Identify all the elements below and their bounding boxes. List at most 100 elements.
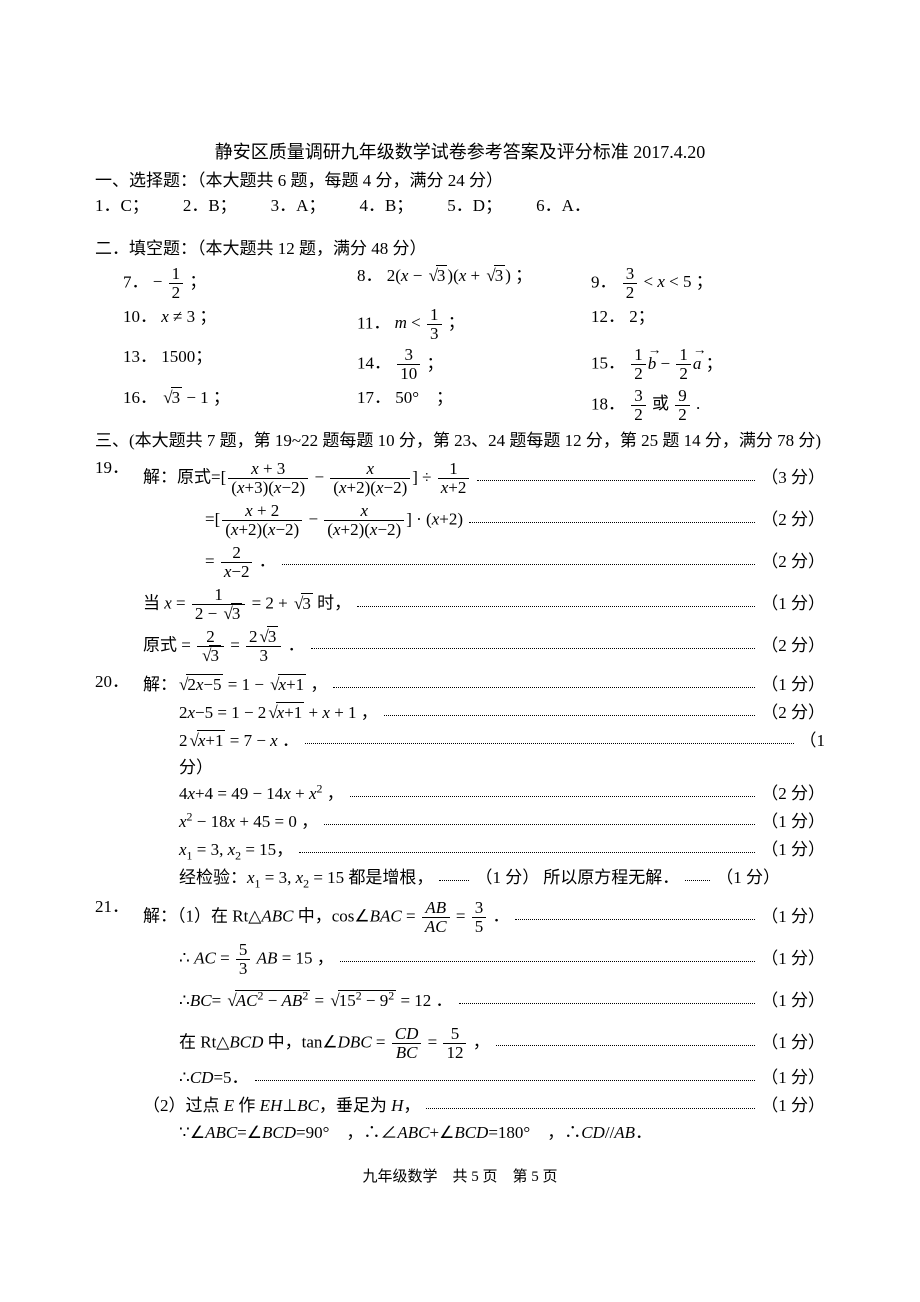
q21-zhong: 中， <box>294 907 332 926</box>
q20-lead: 解： <box>143 675 177 694</box>
q20-step7-mid-points: （1 分） <box>475 867 539 890</box>
q20-step2-points: （2 分） <box>761 702 825 725</box>
q19-step4-points: （1 分） <box>761 593 825 616</box>
q8-value: 2(x − 3)(x + 3) ； <box>387 266 532 285</box>
multiple-choice-answers: 1．C； 2．B； 3．A； 4．B； 5．D； 6．A． <box>95 195 825 218</box>
fill-blank-row-4: 16． 3 − 1 ； 17． 50° ； 18． 32 或 92 . <box>95 387 825 424</box>
q20-step6: x1 = 3, x2 = 15， （1 分） <box>143 838 825 864</box>
answer-15: 15． 12b − 12a ； <box>591 346 825 383</box>
page-footer: 九年级数学 共 5 页 第 5 页 <box>0 1167 920 1187</box>
q11-value: m < 13 ； <box>395 313 465 332</box>
q20-step7-b: 都是增根， <box>348 868 433 887</box>
q19-body: 解：原式=[x + 3(x+3)(x−2) − x(x+2)(x−2)] ÷ 1… <box>143 457 825 667</box>
q14-num: 14． <box>357 354 391 373</box>
q21-step5-points: （1 分） <box>761 1067 825 1090</box>
q18-num: 18． <box>591 394 625 413</box>
q12-value: 2； <box>629 307 655 326</box>
fill-blank-row-2: 10． x ≠ 3 ； 11． m < 13 ； 12． 2； <box>95 306 825 343</box>
q10-value: x ≠ 3 ； <box>161 307 216 326</box>
q19-step1: 解：原式=[x + 3(x+3)(x−2) − x(x+2)(x−2)] ÷ 1… <box>143 459 825 499</box>
answer-16: 16． 3 − 1 ； <box>123 387 357 424</box>
q20-step4-points: （2 分） <box>761 783 825 806</box>
q19-step4-mid: 时， <box>317 594 351 613</box>
q21-lead: 解：（1）在 Rt△ <box>143 907 261 926</box>
answer-18: 18． 32 或 92 . <box>591 387 825 424</box>
q21-step5: ∴CD=5． （1 分） <box>143 1066 825 1092</box>
q19-step4: 当 x = 12 − 3 = 2 + 3 时， （1 分） <box>143 585 825 625</box>
q20-step3: 2x+1 = 7 − x ． （1 <box>143 729 825 755</box>
answer-7: 7． − 12 ； <box>123 265 357 302</box>
answer-8: 8． 2(x − 3)(x + 3) ； <box>357 265 591 302</box>
q16-num: 16． <box>123 388 157 407</box>
answer-14: 14． 310 ； <box>357 346 591 383</box>
q21-p3-f: // <box>605 1123 614 1142</box>
q21-step1: 解：（1）在 Rt△ABC 中，cos∠BAC = ABAC = 35 ． （1… <box>143 898 825 938</box>
section-1-heading: 一、选择题：（本大题共 6 题，每题 4 分，满分 24 分） <box>95 170 825 193</box>
answer-17: 17． 50° ； <box>357 387 591 424</box>
q20-step4: 4x+4 = 49 − 14x + x2 ， （2 分） <box>143 782 825 808</box>
q21-p3-e: =180° ，∴ <box>488 1123 581 1142</box>
q21-p3-g: ． <box>635 1123 652 1142</box>
question-21: 21． 解：（1）在 Rt△ABC 中，cos∠BAC = ABAC = 35 … <box>95 896 825 1145</box>
q20-step1: 解：2x−5 = 1 − x+1 ， （1 分） <box>143 673 825 699</box>
exam-answer-key-page: 静安区质量调研九年级数学试卷参考答案及评分标准 2017.4.20 一、选择题：… <box>0 0 920 1302</box>
q21-num: 21． <box>95 896 143 919</box>
q20-body: 解：2x−5 = 1 − x+1 ， （1 分） 2x−5 = 1 − 2x+1… <box>143 671 825 892</box>
section-2-heading: 二．填空题：（本大题共 12 题，满分 48 分） <box>95 238 825 261</box>
answer-12: 12． 2； <box>591 306 825 343</box>
fill-blank-row-1: 7． − 12 ； 8． 2(x − 3)(x + 3) ； 9． 32 < x… <box>95 265 825 302</box>
q9-value: 32 < x < 5 ； <box>621 272 713 291</box>
q21-p2-d: ， <box>403 1096 420 1115</box>
q20-step3-points: （1 <box>800 730 826 753</box>
fill-blank-row-3: 13． 1500； 14． 310 ； 15． 12b − 12a ； <box>95 346 825 383</box>
q19-step3-points: （2 分） <box>761 551 825 574</box>
q20-step7-c: 所以原方程无解． <box>543 867 679 890</box>
q21-step2: ∴ AC = 53 AB = 15 ， （1 分） <box>143 940 825 980</box>
q18-value: 32 或 92 . <box>629 394 700 413</box>
q19-step4-pre: 当 <box>143 594 160 613</box>
q21-p2-b: 作 <box>234 1096 260 1115</box>
q21-p2-a: （2）过点 <box>143 1096 224 1115</box>
q21-part2-line1: （2）过点 E 作 EH⊥BC，垂足为 H， （1 分） <box>143 1094 825 1120</box>
q19-step1-points: （3 分） <box>761 467 825 490</box>
answer-9: 9． 32 < x < 5 ； <box>591 265 825 302</box>
q21-p3-d: +∠ <box>430 1123 455 1142</box>
q21-step3: ∴BC= AC2 − AB2 = 152 − 92 = 12 ． （1 分） <box>143 982 825 1022</box>
q21-abc: ABC <box>261 907 293 926</box>
q21-p3-c: =90° ，∴∠ <box>296 1123 397 1142</box>
q8-num: 8． <box>357 266 383 285</box>
q20-step3b: 分） <box>143 757 825 780</box>
q19-step5-pre: 原式 <box>143 636 177 655</box>
q15-value: 12b − 12a ； <box>629 354 722 373</box>
answer-10: 10． x ≠ 3 ； <box>123 306 357 343</box>
q21-zhong2: 中， <box>263 1033 301 1052</box>
q19-num: 19． <box>95 457 143 480</box>
q19-lead: 解：原式= <box>143 468 221 487</box>
q19-step2-points: （2 分） <box>761 509 825 532</box>
question-20: 20． 解：2x−5 = 1 − x+1 ， （1 分） 2x−5 = 1 − … <box>95 671 825 892</box>
q19-step2: =[x + 2(x+2)(x−2) − x(x+2)(x−2)] · (x+2)… <box>143 501 825 541</box>
q21-p3-a: ∵∠ <box>179 1123 205 1142</box>
q21-step2-points: （1 分） <box>761 948 825 971</box>
answer-11: 11． m < 13 ； <box>357 306 591 343</box>
q21-s5-sym: ∴ <box>179 1068 190 1087</box>
question-19: 19． 解：原式=[x + 3(x+3)(x−2) − x(x+2)(x−2)]… <box>95 457 825 667</box>
q19-step5: 原式 = 23 = 233 ． （2 分） <box>143 627 825 667</box>
q21-step1-points: （1 分） <box>761 906 825 929</box>
q17-num: 17． <box>357 388 391 407</box>
q21-step4-points: （1 分） <box>761 1032 825 1055</box>
q20-num: 20． <box>95 671 143 694</box>
q11-num: 11． <box>357 313 390 332</box>
q13-value: 1500； <box>161 347 212 366</box>
q21-p2-c: ，垂足为 <box>319 1096 391 1115</box>
q20-step1-points: （1 分） <box>761 674 825 697</box>
q9-num: 9． <box>591 272 617 291</box>
q20-step7-a: 经检验： <box>179 868 247 887</box>
q20-step5-points: （1 分） <box>761 811 825 834</box>
q12-num: 12． <box>591 307 625 326</box>
q7-value: − 12 ； <box>153 272 207 291</box>
q15-num: 15． <box>591 354 625 373</box>
q21-s4-pre: 在 Rt△ <box>179 1033 229 1052</box>
q14-value: 310 ； <box>395 354 443 373</box>
q21-s5-eq: =5． <box>213 1068 248 1087</box>
